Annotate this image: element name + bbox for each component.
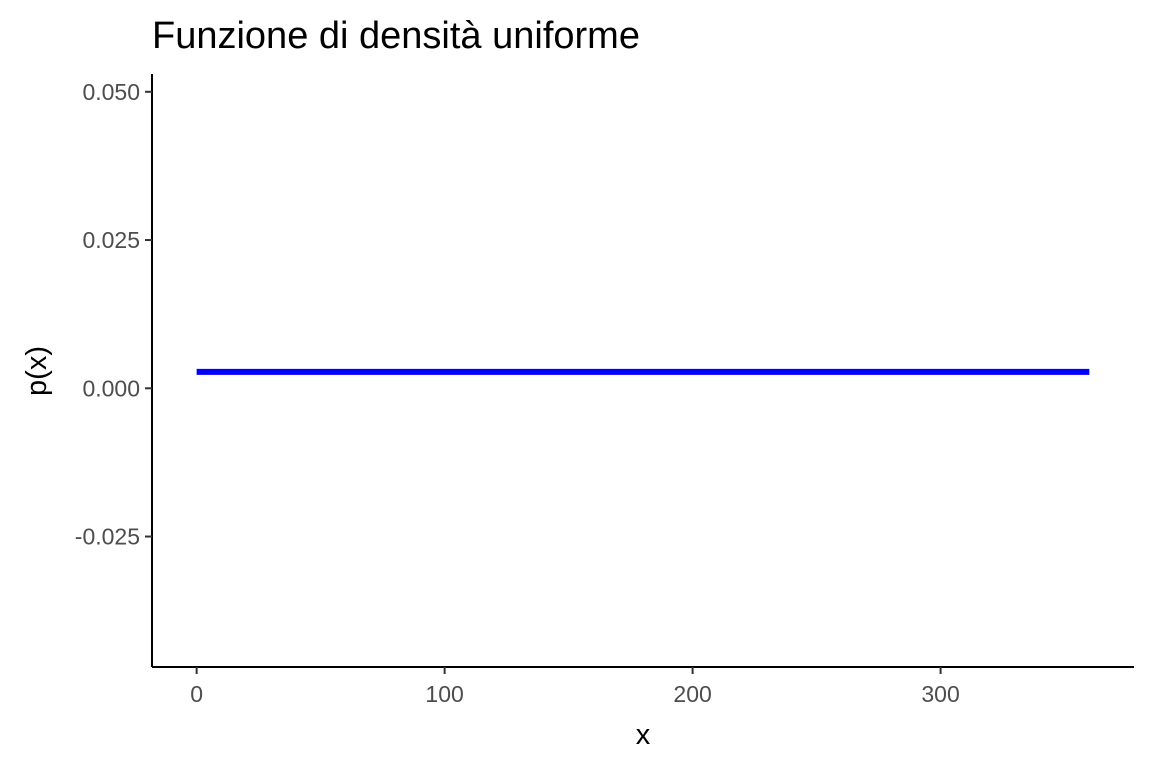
chart-title: Funzione di densità uniforme (152, 15, 640, 57)
x-tick-label: 200 (673, 681, 711, 707)
y-tick-label: 0.000 (82, 375, 140, 401)
x-tick-label: 100 (425, 681, 463, 707)
x-axis-ticks: 0 100 200 300 (190, 667, 960, 707)
y-tick-label: -0.025 (75, 524, 140, 550)
y-axis-title: p(x) (21, 346, 53, 396)
y-tick-label: 0.050 (82, 79, 140, 105)
x-tick-label: 300 (921, 681, 959, 707)
x-axis-title: x (636, 719, 651, 751)
y-tick-label: 0.025 (82, 227, 140, 253)
x-tick-label: 0 (190, 681, 203, 707)
y-axis-ticks: -0.025 0.000 0.025 0.050 (75, 79, 152, 550)
